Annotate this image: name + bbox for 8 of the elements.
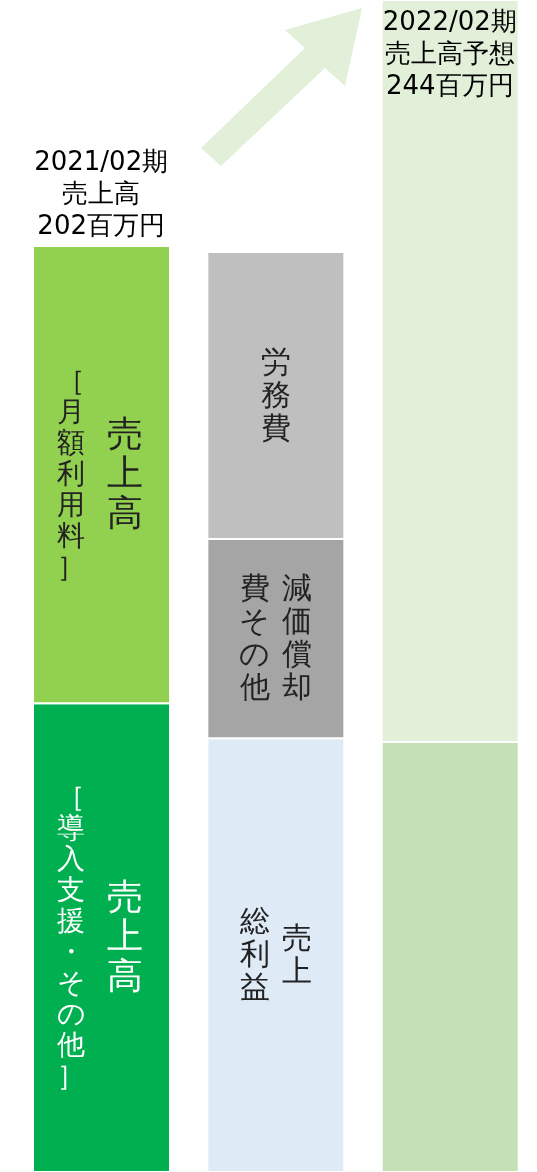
text: 減価償却費その他	[239, 570, 312, 705]
annotation: ［月額利用料］	[57, 363, 86, 583]
total-label: 2021/02期売上高202百万円	[34, 146, 169, 241]
text: ［導入支援・その他］	[56, 780, 86, 1093]
series-label: 売上高	[107, 875, 144, 996]
series-label: 労務費	[260, 343, 291, 445]
series-label: 売上高	[107, 412, 144, 534]
total-label: 2022/02期売上高予想244百万円	[382, 6, 517, 100]
